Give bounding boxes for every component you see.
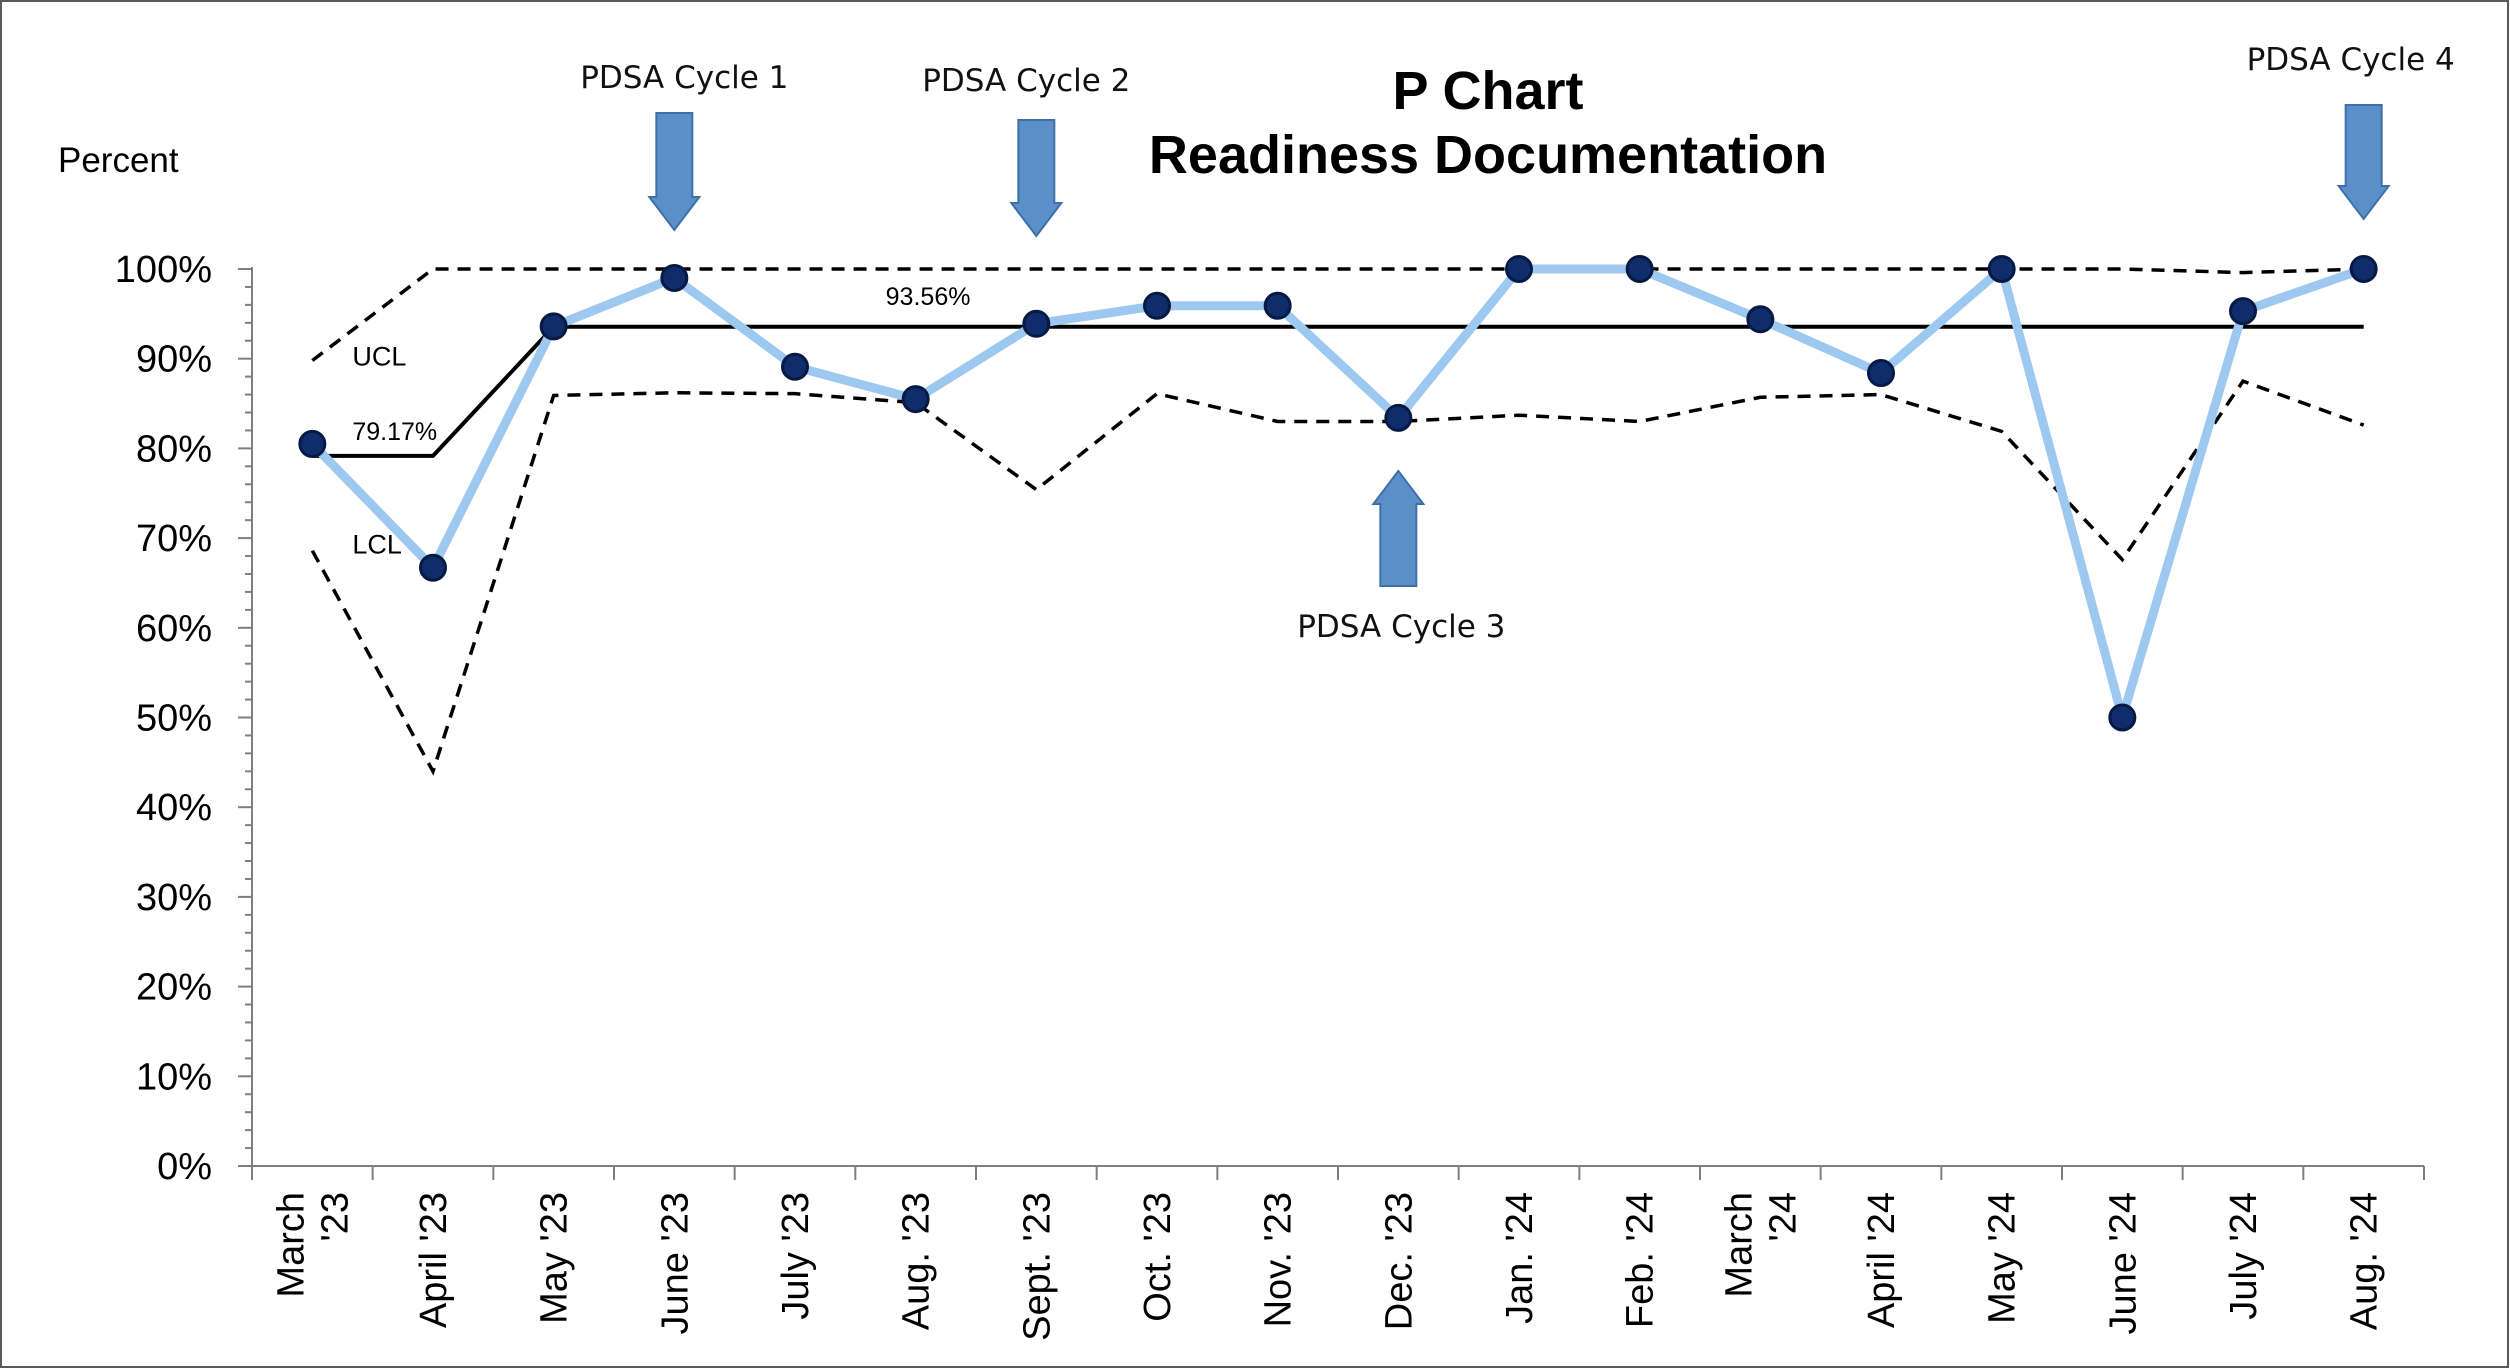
x-tick-label: May '23 — [534, 1192, 576, 1324]
data-point — [1505, 255, 1533, 283]
data-point — [1867, 359, 1895, 388]
data-point — [539, 312, 568, 341]
proportion-line — [309, 264, 2366, 722]
x-tick-label: Jan. '24 — [1499, 1192, 1541, 1324]
x-tick-label-group: Feb. '24 — [1620, 1192, 1662, 1328]
proportion-series — [298, 255, 2378, 732]
x-tick-label: April '24 — [1861, 1192, 1903, 1328]
y-tick-label: 50% — [136, 698, 212, 740]
axes — [238, 267, 2425, 1180]
y-tick-label: 30% — [136, 877, 212, 919]
x-tick-label: Feb. '24 — [1620, 1192, 1662, 1328]
y-tick-label: 40% — [136, 787, 212, 829]
pdsa-cycle-label: PDSA Cycle 4 — [2247, 42, 2455, 78]
x-tick-label-group: Nov. '23 — [1258, 1192, 1300, 1327]
x-tick-label: July '24 — [2223, 1192, 2265, 1320]
x-tick-labels: March '23 April '23 May '23 June '23 July '23… — [270, 1192, 2385, 1341]
x-tick-label: March — [270, 1192, 312, 1298]
data-point — [419, 553, 447, 582]
x-tick-label-group: Dec. '23 — [1378, 1192, 1420, 1330]
x-tick-label: '23 — [314, 1192, 356, 1242]
y-tick-label: 80% — [136, 428, 212, 470]
y-tick-label: 10% — [136, 1056, 212, 1098]
data-point — [2229, 297, 2257, 326]
x-tick-label-group: March '24 — [1718, 1192, 1804, 1298]
y-tick-labels: 0% 10% 20% 30% 40% 50% 60% 70% 80% 90% 100% — [115, 249, 212, 1188]
x-tick-label-group: June '24 — [2102, 1192, 2144, 1334]
ucl-label: UCL — [352, 341, 406, 371]
x-tick-label-group: Oct. '23 — [1137, 1192, 1179, 1322]
x-tick-label-group: May '24 — [1982, 1192, 2024, 1324]
x-tick-label-group: April '23 — [413, 1192, 455, 1328]
x-tick-label: Dec. '23 — [1378, 1192, 1420, 1330]
down-arrow-icon — [1009, 119, 1064, 238]
x-tick-label-group: May '23 — [534, 1192, 576, 1324]
y-tick-label: 60% — [136, 608, 212, 650]
x-tick-label: Sept. '23 — [1016, 1192, 1058, 1341]
y-axis-label: Percent — [58, 141, 179, 180]
lcl-label: LCL — [352, 530, 402, 560]
data-point — [1022, 309, 1051, 338]
x-tick-label: July '23 — [775, 1192, 817, 1320]
data-point — [1263, 291, 1292, 320]
x-tick-label-group: Aug. '24 — [2344, 1192, 2386, 1330]
data-point — [901, 385, 930, 414]
center-line-label: 93.56% — [886, 283, 971, 311]
y-tick-label: 100% — [115, 249, 212, 291]
x-tick-label: Oct. '23 — [1137, 1192, 1179, 1322]
data-point — [2349, 255, 2378, 283]
center-line-label: 79.17% — [352, 418, 437, 446]
x-tick-label: Aug. '23 — [896, 1192, 938, 1330]
y-tick-label: 70% — [136, 518, 212, 560]
x-tick-label: June '24 — [2102, 1192, 2144, 1334]
pdsa-cycle-label: PDSA Cycle 2 — [922, 63, 1130, 99]
y-tick-label: 0% — [157, 1146, 212, 1188]
x-tick-label-group: March '23 — [270, 1192, 356, 1298]
x-tick-label-group: Aug. '23 — [896, 1192, 938, 1330]
x-tick-label-group: July '24 — [2223, 1192, 2265, 1320]
data-point — [1746, 305, 1775, 334]
pdsa-annotations: PDSA Cycle 1 PDSA Cycle 2 PDSA Cycle 3 PDSA… — [580, 42, 2455, 645]
x-tick-label-group: July '23 — [775, 1192, 817, 1320]
pdsa-cycle-label: PDSA Cycle 3 — [1297, 609, 1505, 645]
data-point — [1625, 255, 1654, 283]
data-point — [1143, 291, 1171, 320]
up-arrow-icon — [1371, 469, 1426, 587]
data-point — [1987, 255, 2016, 283]
x-tick-label: March — [1718, 1192, 1760, 1298]
data-point — [660, 263, 689, 292]
y-tick-label: 90% — [136, 339, 212, 381]
pdsa-cycle-label: PDSA Cycle 1 — [580, 60, 788, 96]
data-point — [781, 352, 809, 381]
data-point — [298, 429, 327, 458]
data-point — [2108, 703, 2137, 732]
control-limit-lines: UCL LCL — [310, 267, 2365, 776]
chart-title-line-2: Readiness Documentation — [1149, 125, 1827, 185]
x-tick-label: Aug. '24 — [2344, 1192, 2386, 1330]
x-tick-label-group: June '23 — [654, 1192, 696, 1334]
x-tick-label: May '24 — [1982, 1192, 2024, 1324]
x-tick-label: '24 — [1762, 1192, 1804, 1242]
x-tick-label: April '23 — [413, 1192, 455, 1328]
y-tick-label: 20% — [136, 967, 212, 1009]
down-arrow-icon — [2336, 104, 2391, 221]
ucl-line — [311, 267, 2364, 362]
chart-title-line-1: P Chart — [1392, 61, 1583, 121]
x-tick-label-group: Sept. '23 — [1016, 1192, 1058, 1341]
x-tick-label: June '23 — [654, 1192, 696, 1334]
data-point — [1384, 403, 1413, 432]
x-tick-label: Nov. '23 — [1258, 1192, 1300, 1327]
x-tick-label-group: Jan. '24 — [1499, 1192, 1541, 1324]
down-arrow-icon — [647, 112, 702, 232]
x-tick-label-group: April '24 — [1861, 1192, 1903, 1328]
